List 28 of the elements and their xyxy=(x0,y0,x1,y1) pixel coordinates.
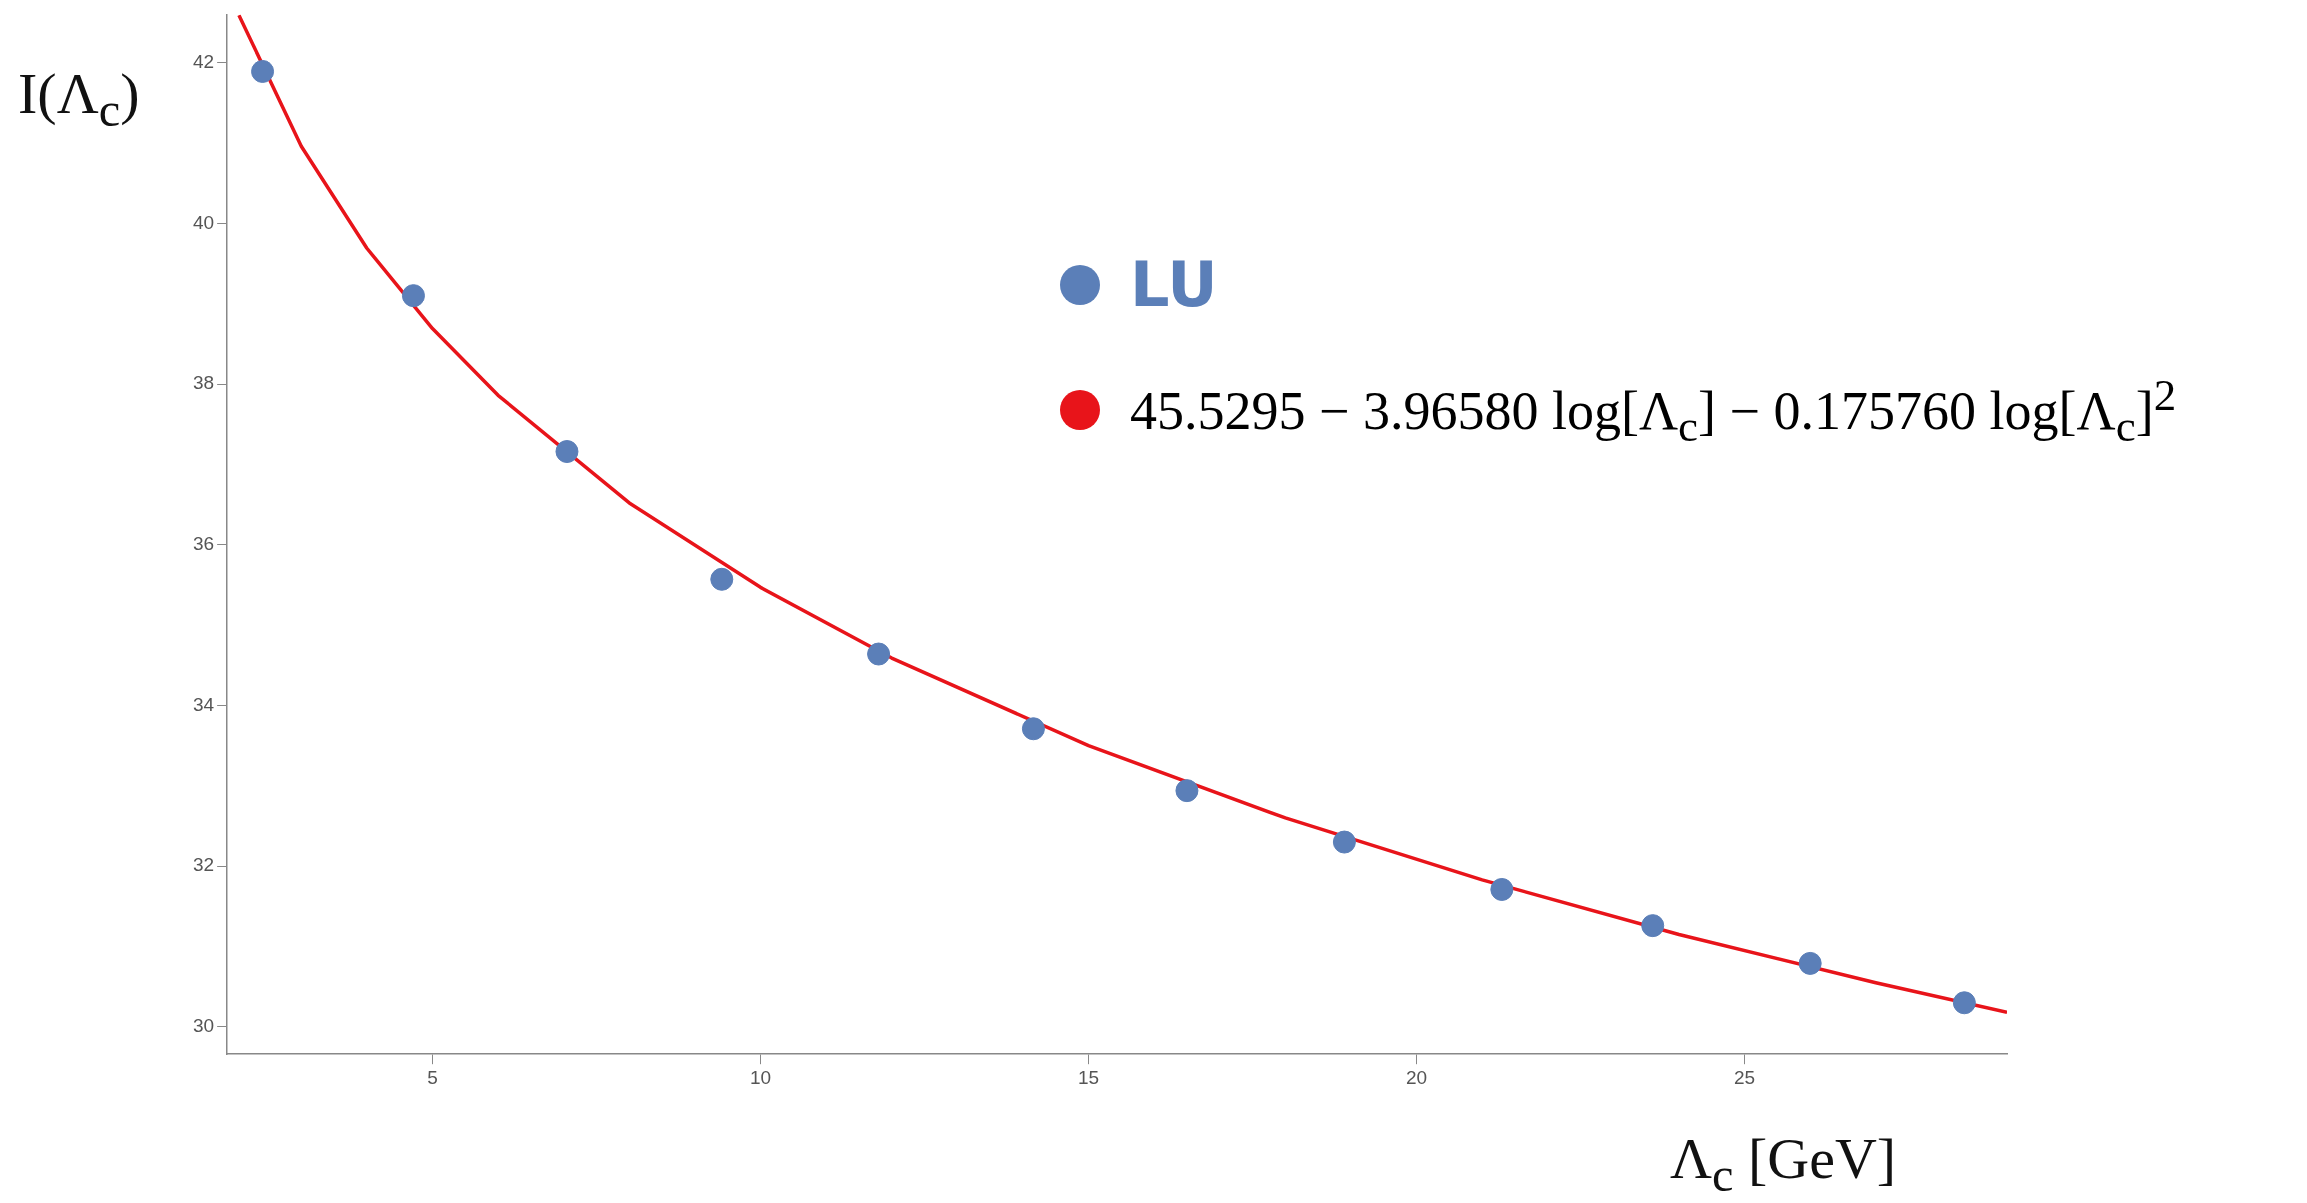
legend-label: 45.5295 − 3.96580 log[Λ$_{c}$] − 0.175760 log[Λ$_{c}$]$^{2}$ xyxy=(1130,369,2177,452)
point xyxy=(401,284,425,308)
point xyxy=(710,567,734,591)
y-tick-label: 42 xyxy=(192,50,215,72)
point xyxy=(1641,914,1665,938)
x-tick-label: 10 xyxy=(749,1066,772,1088)
x-axis-title: Λ$_{c}$ [GeV] xyxy=(1670,1125,1897,1202)
point xyxy=(555,440,579,464)
point xyxy=(1952,991,1976,1015)
y-tick-label: 36 xyxy=(192,532,215,554)
x-tick-label: 15 xyxy=(1077,1066,1100,1088)
point xyxy=(1490,877,1514,901)
y-tick-label: 32 xyxy=(192,854,215,876)
x-tick-label: 25 xyxy=(1734,1066,1756,1088)
x-tick-label: 5 xyxy=(427,1066,438,1088)
y-tick-label: 40 xyxy=(192,211,215,233)
y-tick-label: 38 xyxy=(192,372,215,394)
y-axis-title: I(Λ$_{c}$) xyxy=(18,60,140,137)
y-tick-label: 30 xyxy=(192,1015,215,1037)
point xyxy=(251,59,275,83)
x-tick-label: 20 xyxy=(1405,1066,1428,1088)
point xyxy=(1021,717,1045,741)
point xyxy=(1175,779,1199,803)
point xyxy=(1332,830,1356,854)
y-tick-label: 34 xyxy=(192,693,215,715)
point xyxy=(1798,951,1822,975)
legend-label: LU xyxy=(1130,248,1218,321)
point xyxy=(867,642,891,666)
